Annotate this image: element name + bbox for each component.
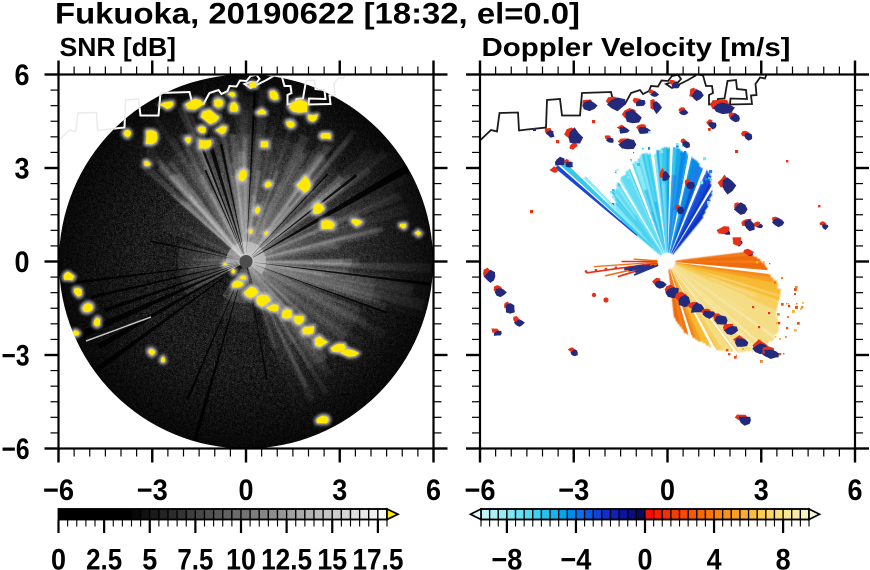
svg-text:8: 8 (776, 544, 791, 570)
svg-text:17.5: 17.5 (352, 544, 403, 570)
svg-text:0: 0 (239, 474, 254, 507)
svg-text:−6: −6 (465, 474, 496, 507)
svg-text:−8: −8 (491, 544, 522, 570)
svg-text:12.5: 12.5 (261, 544, 312, 570)
svg-text:2.5: 2.5 (86, 544, 122, 570)
svg-text:Fukuoka, 20190622 [18:32, el=0: Fukuoka, 20190622 [18:32, el=0.0] (55, 0, 580, 31)
svg-text:0: 0 (51, 544, 66, 570)
svg-text:−3: −3 (137, 474, 168, 507)
svg-text:7.5: 7.5 (177, 544, 213, 570)
svg-text:6: 6 (848, 474, 863, 507)
svg-text:15: 15 (317, 544, 347, 570)
svg-text:3: 3 (332, 474, 347, 507)
svg-text:−6: −6 (43, 474, 74, 507)
svg-text:0: 0 (15, 246, 30, 279)
svg-text:4: 4 (707, 544, 723, 570)
svg-text:3: 3 (754, 474, 769, 507)
svg-text:6: 6 (426, 474, 441, 507)
svg-text:0: 0 (638, 544, 653, 570)
svg-text:6: 6 (15, 59, 30, 92)
svg-text:−3: −3 (558, 474, 589, 507)
svg-text:−4: −4 (560, 544, 592, 570)
svg-text:Doppler Velocity [m/s]: Doppler Velocity [m/s] (482, 32, 791, 62)
svg-text:SNR [dB]: SNR [dB] (60, 32, 177, 62)
svg-text:−3: −3 (2, 340, 30, 373)
svg-text:3: 3 (15, 153, 30, 186)
svg-text:0: 0 (660, 474, 675, 507)
svg-text:−6: −6 (2, 433, 30, 466)
svg-text:5: 5 (142, 544, 157, 570)
svg-text:10: 10 (226, 544, 256, 570)
